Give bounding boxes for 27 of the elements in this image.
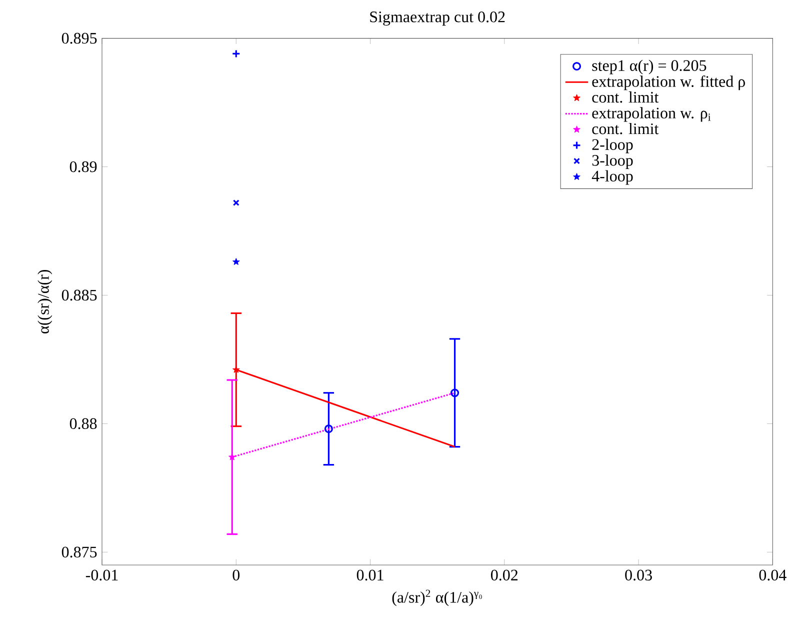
point	[232, 366, 240, 373]
legend-label: cont. limit	[592, 91, 659, 103]
y-tick-label: 0.875	[62, 546, 97, 558]
x-tick-label: -0.01	[86, 570, 118, 581]
y-tick-label: 0.89	[70, 161, 97, 172]
x-tick-label: 0	[232, 570, 240, 580]
point	[228, 453, 236, 460]
legend-label: 2-loop	[592, 138, 633, 154]
point	[232, 199, 240, 206]
y-tick-label: 0.895	[62, 32, 97, 44]
legend-label: cont. limit	[592, 122, 659, 134]
y-axis-title: α((sr)/α(r)	[38, 270, 52, 334]
legend-label: 3-loop	[592, 154, 633, 169]
y-tick-label: 0.885	[62, 290, 97, 301]
point	[232, 49, 240, 58]
x-axis-title: (a/sr)$^{2}$ α(1/a)$^{γ₀}$	[392, 590, 482, 606]
legend-label: extrapolation w. fitted ρ	[592, 75, 745, 90]
legend-label: 4-loop	[592, 170, 633, 185]
x-tick-label: 0.04	[759, 570, 786, 581]
legend-label: step1 α(r) = 0.205	[592, 60, 706, 74]
point	[232, 258, 240, 265]
chart-title: Sigmaextrap cut 0.02	[370, 12, 505, 26]
y-tick-label: 0.88	[70, 418, 97, 430]
x-tick-label: 0.03	[625, 570, 652, 581]
x-tick-label: 0.01	[356, 570, 384, 581]
x-tick-label: 0.02	[491, 570, 518, 581]
legend-label: extrapolation w. ρ$_{i}$	[592, 107, 711, 122]
